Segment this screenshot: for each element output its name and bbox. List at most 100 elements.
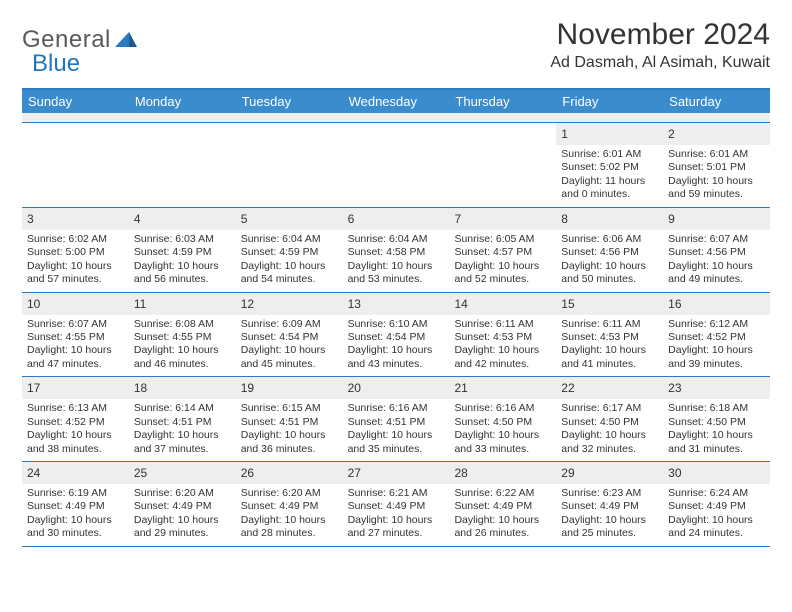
- sunrise-text: Sunrise: 6:17 AM: [561, 402, 658, 415]
- daylight-text: Daylight: 10 hours and 45 minutes.: [241, 344, 338, 371]
- calendar-grid: Sunday Monday Tuesday Wednesday Thursday…: [22, 88, 770, 547]
- sunrise-text: Sunrise: 6:04 AM: [348, 233, 445, 246]
- sunset-text: Sunset: 4:54 PM: [241, 331, 338, 344]
- day-header-friday: Friday: [556, 90, 663, 113]
- day-number-bar: 14: [449, 293, 556, 315]
- day-cell: 12 Sunrise: 6:09 AMSunset: 4:54 PMDayligh…: [236, 293, 343, 377]
- day-cell: 14Sunrise: 6:11 AMSunset: 4:53 PMDayligh…: [449, 293, 556, 377]
- day-info: Sunrise: 6:04 AMSunset: 4:58 PMDaylight:…: [348, 233, 445, 287]
- day-cell: 21 Sunrise: 6:16 AMSunset: 4:50 PMDayligh…: [449, 377, 556, 461]
- sunrise-text: Sunrise: 6:18 AM: [668, 402, 765, 415]
- day-number-bar: 27: [343, 462, 450, 484]
- sunset-text: Sunset: 4:51 PM: [348, 416, 445, 429]
- daylight-text: Daylight: 10 hours and 31 minutes.: [668, 429, 765, 456]
- daylight-text: Daylight: 10 hours and 38 minutes.: [27, 429, 124, 456]
- day-number: 11: [134, 297, 146, 311]
- day-number-bar: 25: [129, 462, 236, 484]
- sunrise-text: Sunrise: 6:09 AM: [241, 318, 338, 331]
- sunset-text: Sunset: 4:50 PM: [454, 416, 551, 429]
- weeks-container: 1Sunrise: 6:01 AMSunset: 5:02 PMDaylight…: [22, 123, 770, 547]
- day-number-bar: 28: [449, 462, 556, 484]
- daylight-text: Daylight: 10 hours and 27 minutes.: [348, 514, 445, 541]
- sunset-text: Sunset: 4:53 PM: [561, 331, 658, 344]
- day-info: Sunrise: 6:16 AMSunset: 4:50 PMDaylight:…: [454, 402, 551, 456]
- daylight-text: Daylight: 10 hours and 41 minutes.: [561, 344, 658, 371]
- day-number-bar: 11: [129, 293, 236, 315]
- day-number: 9: [668, 212, 675, 226]
- day-info: Sunrise: 6:23 AMSunset: 4:49 PMDaylight:…: [561, 487, 658, 541]
- sunset-text: Sunset: 4:57 PM: [454, 246, 551, 259]
- day-number: 20: [348, 381, 361, 395]
- day-cell: 29Sunrise: 6:23 AMSunset: 4:49 PMDayligh…: [556, 462, 663, 546]
- calendar-page: General November 2024 Ad Dasmah, Al Asim…: [0, 0, 792, 547]
- day-number: 3: [27, 212, 34, 226]
- day-header-tuesday: Tuesday: [236, 90, 343, 113]
- week-row: 10Sunrise: 6:07 AMSunset: 4:55 PMDayligh…: [22, 293, 770, 378]
- sunrise-text: Sunrise: 6:23 AM: [561, 487, 658, 500]
- day-cell: 23Sunrise: 6:18 AMSunset: 4:50 PMDayligh…: [663, 377, 770, 461]
- daylight-text: Daylight: 10 hours and 29 minutes.: [134, 514, 231, 541]
- day-info: Sunrise: 6:20 AMSunset: 4:49 PMDaylight:…: [241, 487, 338, 541]
- week-row: 24Sunrise: 6:19 AMSunset: 4:49 PMDayligh…: [22, 462, 770, 547]
- daylight-text: Daylight: 10 hours and 46 minutes.: [134, 344, 231, 371]
- day-cell: 22Sunrise: 6:17 AMSunset: 4:50 PMDayligh…: [556, 377, 663, 461]
- week-row: 3 Sunrise: 6:02 AMSunset: 5:00 PMDaylight…: [22, 208, 770, 293]
- day-number-bar: 26: [236, 462, 343, 484]
- day-cell: 20Sunrise: 6:16 AMSunset: 4:51 PMDayligh…: [343, 377, 450, 461]
- sunrise-text: Sunrise: 6:04 AM: [241, 233, 338, 246]
- day-info: Sunrise: 6:08 AMSunset: 4:55 PMDaylight:…: [134, 318, 231, 372]
- daylight-text: Daylight: 10 hours and 25 minutes.: [561, 514, 658, 541]
- day-number: 23: [668, 381, 681, 395]
- daylight-text: Daylight: 10 hours and 47 minutes.: [27, 344, 124, 371]
- day-number-bar: 24: [22, 462, 129, 484]
- day-cell: 4Sunrise: 6:03 AMSunset: 4:59 PMDaylight…: [129, 208, 236, 292]
- day-info: Sunrise: 6:02 AMSunset: 5:00 PMDaylight:…: [27, 233, 124, 287]
- sunrise-text: Sunrise: 6:07 AM: [27, 318, 124, 331]
- day-number: 18: [134, 381, 147, 395]
- sunset-text: Sunset: 4:49 PM: [241, 500, 338, 513]
- logo: General: [22, 18, 139, 54]
- sunrise-text: Sunrise: 6:01 AM: [668, 148, 765, 161]
- day-cell: [343, 123, 450, 207]
- sunrise-text: Sunrise: 6:19 AM: [27, 487, 124, 500]
- sunset-text: Sunset: 4:49 PM: [348, 500, 445, 513]
- day-cell: 11 Sunrise: 6:08 AMSunset: 4:55 PMDayligh…: [129, 293, 236, 377]
- daylight-text: Daylight: 10 hours and 50 minutes.: [561, 260, 658, 287]
- day-number: 1: [561, 127, 568, 141]
- day-cell: 7Sunrise: 6:05 AMSunset: 4:57 PMDaylight…: [449, 208, 556, 292]
- day-number: 12: [241, 297, 254, 311]
- sunrise-text: Sunrise: 6:11 AM: [454, 318, 551, 331]
- sunset-text: Sunset: 4:59 PM: [134, 246, 231, 259]
- day-number: 21: [454, 381, 467, 395]
- daylight-text: Daylight: 11 hours and 0 minutes.: [561, 175, 658, 202]
- day-header-thursday: Thursday: [449, 90, 556, 113]
- day-cell: 3 Sunrise: 6:02 AMSunset: 5:00 PMDaylight…: [22, 208, 129, 292]
- day-number: 26: [241, 466, 254, 480]
- sunrise-text: Sunrise: 6:15 AM: [241, 402, 338, 415]
- day-number: 25: [134, 466, 147, 480]
- sunset-text: Sunset: 4:54 PM: [348, 331, 445, 344]
- daylight-text: Daylight: 10 hours and 37 minutes.: [134, 429, 231, 456]
- day-cell: 15Sunrise: 6:11 AMSunset: 4:53 PMDayligh…: [556, 293, 663, 377]
- sunrise-text: Sunrise: 6:10 AM: [348, 318, 445, 331]
- sunset-text: Sunset: 4:56 PM: [668, 246, 765, 259]
- day-info: Sunrise: 6:21 AMSunset: 4:49 PMDaylight:…: [348, 487, 445, 541]
- daylight-text: Daylight: 10 hours and 56 minutes.: [134, 260, 231, 287]
- day-cell: [129, 123, 236, 207]
- sunrise-text: Sunrise: 6:03 AM: [134, 233, 231, 246]
- sunset-text: Sunset: 5:02 PM: [561, 161, 658, 174]
- day-number: 19: [241, 381, 254, 395]
- sunset-text: Sunset: 4:49 PM: [561, 500, 658, 513]
- day-cell: 17Sunrise: 6:13 AMSunset: 4:52 PMDayligh…: [22, 377, 129, 461]
- sunset-text: Sunset: 4:58 PM: [348, 246, 445, 259]
- day-cell: 30Sunrise: 6:24 AMSunset: 4:49 PMDayligh…: [663, 462, 770, 546]
- day-number-bar: 19: [236, 377, 343, 399]
- day-cell: 2Sunrise: 6:01 AMSunset: 5:01 PMDaylight…: [663, 123, 770, 207]
- week-row: 17Sunrise: 6:13 AMSunset: 4:52 PMDayligh…: [22, 377, 770, 462]
- day-number-bar: 7: [449, 208, 556, 230]
- sunset-text: Sunset: 4:59 PM: [241, 246, 338, 259]
- day-header-wednesday: Wednesday: [343, 90, 450, 113]
- sunset-text: Sunset: 4:51 PM: [134, 416, 231, 429]
- sunset-text: Sunset: 4:49 PM: [454, 500, 551, 513]
- day-info: Sunrise: 6:10 AMSunset: 4:54 PMDaylight:…: [348, 318, 445, 372]
